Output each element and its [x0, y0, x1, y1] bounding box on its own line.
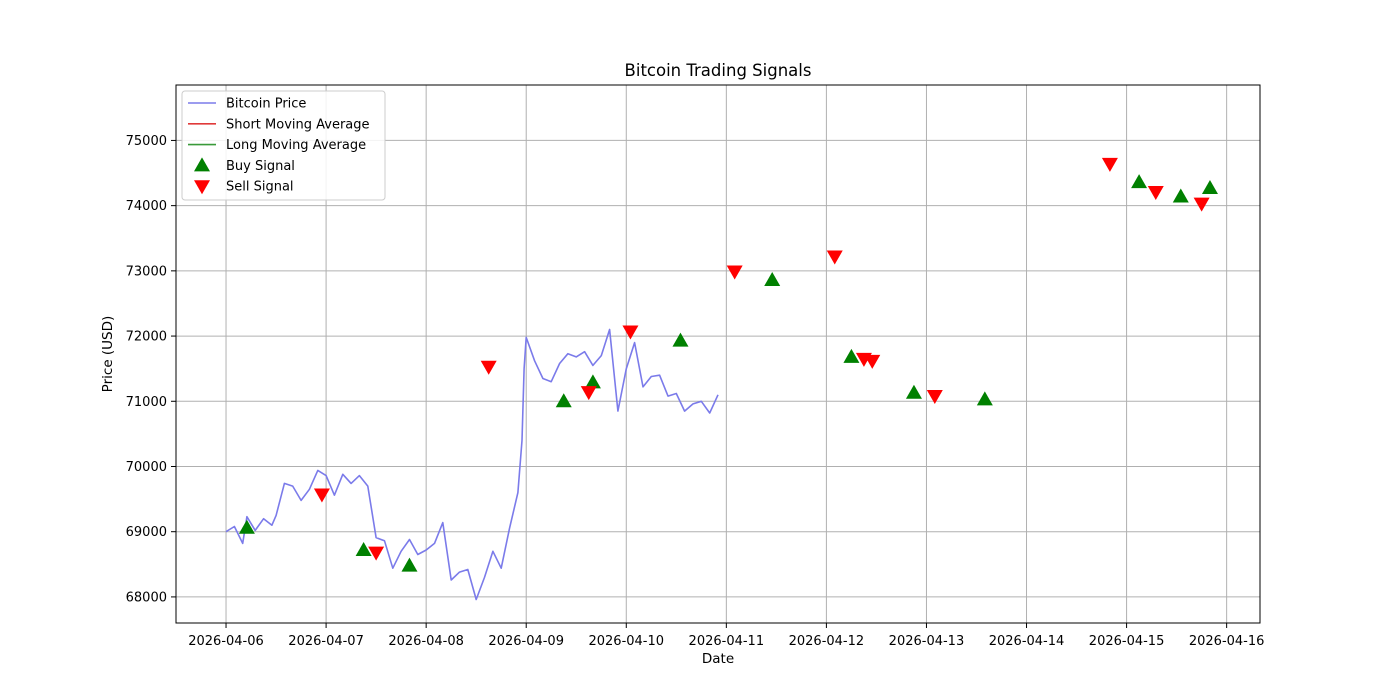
legend-label: Sell Signal	[226, 180, 294, 195]
legend: Bitcoin Price Short Moving Average Long Mo…	[181, 90, 386, 201]
sell-signal-marker	[926, 390, 943, 405]
buy-signal-marker	[672, 332, 689, 347]
series-layer	[225, 328, 719, 601]
legend-label: Bitcoin Price	[226, 97, 306, 112]
sell-signal-marker	[622, 325, 639, 340]
sell-signal-marker	[1101, 157, 1118, 172]
sell-signal-marker	[864, 354, 881, 369]
legend-item: Short Moving Average	[188, 117, 370, 132]
sell-signal-marker	[826, 250, 843, 265]
x-tick-label: 2026-04-12	[789, 634, 865, 649]
buy-signal-marker	[1201, 180, 1218, 195]
buy-signal-marker	[905, 384, 922, 399]
legend-marker-swatch	[194, 180, 210, 195]
buy-signal-marker	[584, 374, 601, 389]
y-tick-label: 72000	[126, 330, 167, 345]
x-tick-label: 2026-04-13	[889, 634, 965, 649]
sell-signal-marker	[368, 546, 385, 561]
x-tick-label: 2026-04-09	[488, 634, 564, 649]
buy-signal-marker	[555, 393, 572, 408]
sell-signal-marker	[1193, 197, 1210, 212]
sell-signal-marker	[580, 386, 597, 401]
legend-marker-swatch	[194, 157, 210, 172]
legend-item: Long Moving Average	[188, 138, 366, 153]
buy-signal-marker	[1172, 188, 1189, 203]
legend-label: Buy Signal	[226, 159, 295, 174]
x-tick-label: 2026-04-16	[1189, 634, 1265, 649]
buy-signal-marker	[401, 557, 418, 572]
buy-signal-marker	[355, 541, 372, 556]
y-tick-label: 73000	[126, 264, 167, 279]
x-tick-label: 2026-04-08	[388, 634, 464, 649]
axis-ticks: 2026-04-06 2026-04-07 2026-04-08 2026-04-09…	[126, 134, 1265, 649]
y-tick-label: 75000	[126, 134, 167, 149]
signal-markers	[238, 157, 1218, 572]
x-tick-label: 2026-04-07	[288, 634, 364, 649]
x-tick-label: 2026-04-15	[1089, 634, 1165, 649]
legend-item: Buy Signal	[194, 157, 295, 174]
y-axis-label: Price (USD)	[100, 316, 116, 393]
buy-signal-marker	[238, 519, 255, 534]
legend-item: Bitcoin Price	[188, 97, 306, 112]
sell-signal-marker	[726, 265, 743, 280]
legend-box	[181, 90, 386, 201]
x-tick-label: 2026-04-10	[588, 634, 664, 649]
buy-signal-marker	[976, 391, 993, 406]
y-tick-label: 74000	[126, 199, 167, 214]
buy-signal-marker	[764, 271, 781, 286]
legend-label: Short Moving Average	[226, 117, 370, 132]
x-tick-label: 2026-04-14	[989, 634, 1065, 649]
x-tick-label: 2026-04-11	[689, 634, 765, 649]
buy-signal-marker	[843, 348, 860, 363]
y-tick-label: 71000	[126, 395, 167, 410]
chart-title: Bitcoin Trading Signals	[625, 61, 812, 80]
y-tick-label: 69000	[126, 525, 167, 540]
legend-item: Sell Signal	[194, 180, 294, 195]
grid	[176, 85, 1260, 623]
legend-label: Long Moving Average	[226, 138, 366, 153]
buy-signal-marker	[1131, 174, 1148, 189]
x-tick-label: 2026-04-06	[188, 634, 264, 649]
bitcoin-price-line	[225, 328, 719, 601]
sell-signal-marker	[1147, 185, 1164, 200]
y-tick-label: 68000	[126, 590, 167, 605]
sell-signal-marker	[313, 488, 330, 503]
plot-frame	[175, 84, 1261, 624]
sell-signal-marker	[480, 360, 497, 375]
y-tick-label: 70000	[126, 460, 167, 475]
x-axis-label: Date	[702, 651, 734, 667]
